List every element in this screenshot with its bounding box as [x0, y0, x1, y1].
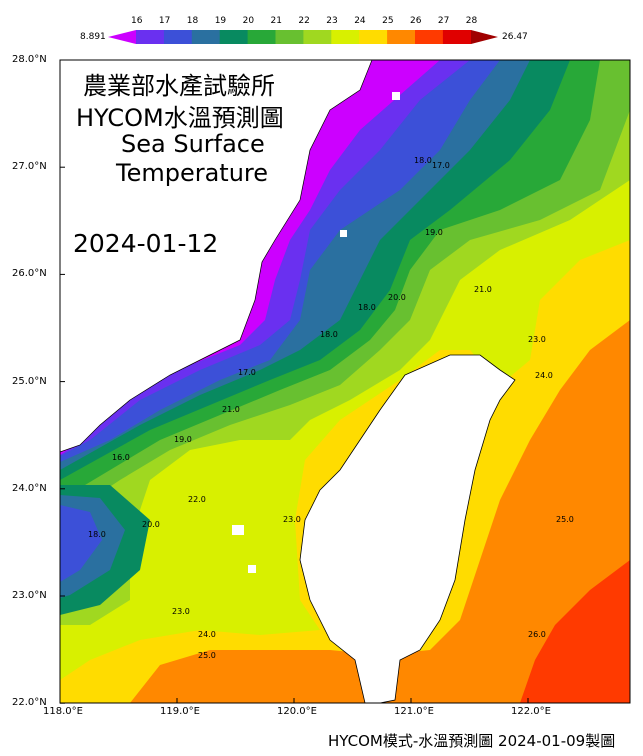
colorbar-tick-label: 26 [410, 16, 422, 26]
lat-label: 24.0°N [12, 482, 47, 494]
contour-label: 18.0 [88, 530, 106, 539]
lat-label: 23.0°N [12, 590, 47, 601]
lat-label: 27.0°N [12, 161, 47, 173]
colorbar-high-arrow [471, 30, 498, 44]
axis-ticks [59, 59, 529, 704]
colorbar-segment-25_26 [387, 30, 416, 44]
lat-label: 25.0°N [12, 375, 47, 387]
title-agency: 農業部水產試驗所 [83, 72, 275, 100]
colorbar-tick-label: 22 [298, 16, 310, 26]
contour-label: 18.0 [358, 303, 376, 312]
colorbar-segment-20_21 [247, 30, 276, 44]
colorbar-tick-label: 19 [214, 16, 227, 26]
colorbar-segment-18_19 [191, 30, 221, 44]
colorbar-segment-27_28 [442, 30, 472, 44]
colorbar-segment-24_25 [359, 30, 388, 44]
island [340, 230, 347, 237]
taiwan-land [299, 354, 516, 704]
contour-label: 23.0 [528, 335, 546, 344]
colorbar-tick-label: 27 [437, 16, 450, 26]
contour-label: 24.0 [198, 630, 216, 639]
colorbar-tick-label: 21 [270, 16, 282, 26]
colorbar-tick-label: 20 [242, 16, 255, 26]
colorbar-segment-17_18 [163, 30, 193, 44]
contour-label: 23.0 [283, 515, 301, 524]
contour-label: 20.0 [142, 520, 160, 529]
lon-label: 118.0°E [43, 706, 83, 717]
colorbar-segment-23_24 [331, 30, 360, 44]
contour-label: 26.0 [528, 630, 546, 639]
lat-label: 26.0°N [12, 268, 47, 280]
colorbar-tick-label: 16 [131, 16, 143, 26]
island [392, 92, 400, 100]
contour-label: 16.0 [112, 453, 130, 462]
title-temperature: Temperature [116, 159, 269, 187]
lon-label: 122.0°E [511, 706, 551, 717]
colorbar-tick-label: 24 [354, 16, 366, 26]
contour-label: 24.0 [535, 371, 553, 380]
colorbar-tick-label: 28 [465, 16, 478, 26]
sw-tongue-18 [60, 505, 102, 582]
contour-label: 17.0 [238, 368, 256, 377]
contour-label: 22.0 [188, 495, 206, 504]
colorbar-segment-19_20 [219, 30, 249, 44]
colorbar-tick-label: 23 [326, 16, 338, 26]
colorbar-tick-label: 25 [382, 16, 394, 26]
colorbar-tick-label: 17 [158, 16, 171, 26]
lat-label: 28.0°N [12, 54, 47, 65]
forecast-date: 2024-01-12 [73, 229, 219, 258]
contour-label: 25.0 [556, 515, 574, 524]
title-product: HYCOM水溫預測圖 [76, 104, 284, 132]
contour-label: 18.0 [320, 330, 338, 339]
colorbar-min-label: 8.891 [80, 32, 106, 42]
contour-label: 21.0 [222, 405, 240, 414]
contour-label: 25.0 [198, 651, 216, 660]
colorbar-max-label: 26.47 [502, 32, 528, 42]
colorbar [108, 30, 498, 44]
colorbar-low-arrow [108, 30, 136, 44]
temperature-field [60, 60, 630, 703]
lon-label: 121.0°E [394, 706, 434, 717]
title-sea-surface: Sea Surface [121, 130, 265, 158]
penghu-island [232, 525, 244, 535]
contour-label: 19.0 [174, 435, 192, 444]
lat-label: 22.0°N [12, 697, 47, 709]
colorbar-segment-16_17 [136, 30, 165, 44]
island [248, 565, 256, 573]
china-coast-land [59, 59, 373, 453]
contour-label: 19.0 [425, 228, 443, 237]
land [59, 59, 516, 704]
contour-labels: 16.0 17.0 18.0 18.0 19.0 20.0 21.0 17.0 … [88, 156, 574, 660]
colorbar-segment-21_22 [275, 30, 304, 44]
contour-label: 17.0 [432, 161, 450, 170]
contour-label: 21.0 [474, 285, 492, 294]
contour-label: 18.0 [414, 156, 432, 165]
colorbar-segment-22_23 [303, 30, 332, 44]
colorbar-segment-26_27 [415, 30, 444, 44]
colorbar-tick-label: 18 [186, 16, 199, 26]
lon-label: 119.0°E [160, 706, 200, 717]
lon-label: 120.0°E [277, 706, 317, 717]
contour-label: 20.0 [388, 293, 406, 302]
contour-label: 23.0 [172, 607, 190, 616]
caption: HYCOM模式-水溫預測圖 2024-01-09製圖 [328, 732, 616, 750]
